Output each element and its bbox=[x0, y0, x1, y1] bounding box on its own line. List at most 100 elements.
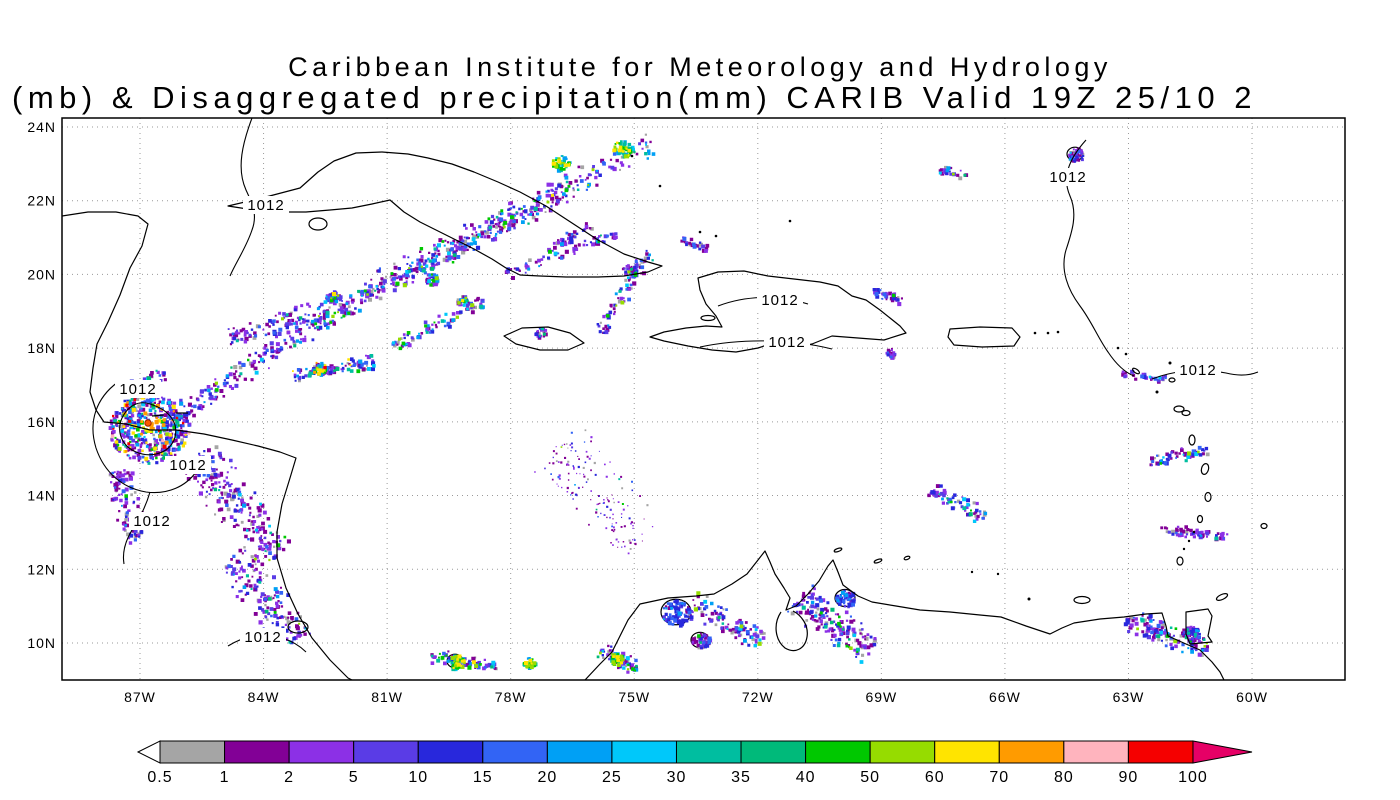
grid-lines bbox=[62, 118, 1345, 680]
lat-tick-label: 24N bbox=[27, 119, 56, 135]
legend-color-box bbox=[482, 740, 548, 764]
legend-left-arrow-icon bbox=[136, 740, 161, 764]
isobar-label-mask bbox=[1045, 168, 1091, 186]
legend-color-box bbox=[934, 740, 1000, 764]
legend-tick-label: 20 bbox=[537, 769, 557, 786]
legend-tick-label: 35 bbox=[731, 769, 751, 786]
isobar-label: 1012 bbox=[244, 629, 281, 646]
legend-color-box bbox=[998, 740, 1065, 764]
legend-tick-label: 25 bbox=[602, 769, 622, 786]
island-antigua bbox=[1168, 377, 1176, 383]
island-st-kitts bbox=[1131, 367, 1141, 375]
island-barbados bbox=[1260, 522, 1268, 530]
coastline-central-america bbox=[62, 211, 353, 680]
lon-tick-label: 63W bbox=[1113, 689, 1145, 705]
coastline-puerto-rico bbox=[947, 326, 1021, 348]
coastline-trinidad bbox=[1185, 608, 1213, 645]
lon-tick-label: 75W bbox=[618, 689, 650, 705]
lat-tick-label: 12N bbox=[27, 561, 56, 577]
isobar-label-mask bbox=[757, 291, 803, 309]
legend-right-arrow-icon bbox=[1192, 740, 1253, 764]
lat-tick-label: 22N bbox=[27, 193, 56, 209]
map-border bbox=[61, 117, 1346, 681]
isobar-label-mask bbox=[240, 628, 286, 646]
legend-tick-label: 40 bbox=[796, 769, 816, 786]
island-curacao bbox=[873, 558, 883, 564]
lon-tick-label: 69W bbox=[865, 689, 897, 705]
legend-color-box bbox=[675, 740, 742, 764]
legend-color-box bbox=[869, 740, 936, 764]
island-guadeloupe bbox=[1173, 405, 1185, 413]
precip-dots bbox=[124, 150, 1188, 669]
legend-color-box bbox=[546, 740, 613, 764]
coastline-south-america bbox=[584, 550, 1225, 680]
island-aruba bbox=[833, 547, 843, 553]
isobar-1012 bbox=[119, 402, 177, 456]
lon-tick-label: 84W bbox=[248, 689, 280, 705]
legend-tick-label: 60 bbox=[925, 769, 945, 786]
coastline-jamaica bbox=[503, 326, 585, 351]
isobar-label: 1012 bbox=[768, 334, 805, 351]
isobar-label-mask bbox=[243, 196, 289, 214]
lon-tick-label: 60W bbox=[1236, 689, 1268, 705]
legend-tick-label: 30 bbox=[667, 769, 687, 786]
legend-color-box bbox=[224, 740, 290, 764]
lon-tick-label: 78W bbox=[495, 689, 527, 705]
lon-tick-label: 66W bbox=[989, 689, 1021, 705]
lon-tick-label: 81W bbox=[371, 689, 403, 705]
small-island-dots bbox=[630, 154, 1196, 601]
isobar-label: 1012 bbox=[1179, 362, 1216, 379]
isobar-label-mask bbox=[764, 333, 810, 351]
isobar-label-layer: 1012 1012 1012 1012 1012 1012 1012 1012 1012 bbox=[115, 168, 1221, 646]
island-martinique bbox=[1200, 463, 1210, 475]
legend-tick-label: 100 bbox=[1178, 769, 1208, 786]
isobar-label: 1012 bbox=[247, 197, 284, 214]
legend-color-box bbox=[1063, 740, 1129, 764]
island-grenada bbox=[1176, 556, 1184, 566]
legend-color-box bbox=[805, 740, 871, 764]
legend-tick-label: 15 bbox=[473, 769, 493, 786]
isobar-label-mask bbox=[165, 456, 211, 474]
island-guadeloupe-east bbox=[1181, 409, 1191, 417]
isobar-label-mask bbox=[129, 512, 175, 530]
isobar-label: 1012 bbox=[1049, 169, 1086, 186]
legend-color-box bbox=[740, 740, 807, 764]
coastline-gonave bbox=[700, 314, 716, 322]
page-subtitle: (mb) & Disaggregated precipitation(mm) C… bbox=[12, 80, 1257, 115]
coastline-margarita bbox=[1073, 595, 1091, 605]
legend-tick-label: 90 bbox=[1119, 769, 1139, 786]
coastline-cuba bbox=[227, 151, 663, 278]
legend-color-box bbox=[159, 740, 226, 764]
legend-color-box bbox=[1127, 740, 1194, 764]
legend-color-box bbox=[288, 740, 355, 764]
lake-nicaragua bbox=[287, 620, 309, 634]
legend-color-box bbox=[353, 740, 419, 764]
precip-dots bbox=[112, 154, 1218, 672]
storm-center-marker bbox=[144, 419, 152, 427]
axis-labels: 24N 22N 20N 18N 16N 14N 12N 10N 87W 84W 81W 78W 75W 7… bbox=[27, 119, 1268, 705]
isobar-label: 1012 bbox=[169, 457, 206, 474]
precip-dots bbox=[108, 147, 1229, 674]
lake-maracaibo bbox=[775, 610, 808, 652]
island-st-vincent bbox=[1196, 514, 1204, 524]
legend-tick-label: 70 bbox=[989, 769, 1009, 786]
legend-tick-label: 50 bbox=[860, 769, 880, 786]
isobar-label-mask bbox=[1175, 361, 1221, 379]
lat-tick-label: 14N bbox=[27, 488, 56, 504]
isobar-1012 bbox=[699, 340, 833, 350]
legend-color-box bbox=[417, 740, 484, 764]
coastline-isle-of-youth bbox=[308, 217, 328, 231]
precipitation-layer bbox=[108, 133, 1229, 674]
coastline-bay-islands bbox=[151, 412, 188, 417]
legend-color-box bbox=[611, 740, 677, 764]
legend-tick-label: 0.5 bbox=[147, 769, 172, 786]
island-dominica bbox=[1188, 434, 1196, 446]
isobar-label: 1012 bbox=[133, 513, 170, 530]
isobar-label: 1012 bbox=[761, 292, 798, 309]
page-title: Caribbean Institute for Meteorology and … bbox=[288, 52, 1112, 82]
island-st-lucia bbox=[1204, 491, 1212, 503]
legend-tick-label: 10 bbox=[408, 769, 428, 786]
legend-tick-label: 80 bbox=[1054, 769, 1074, 786]
